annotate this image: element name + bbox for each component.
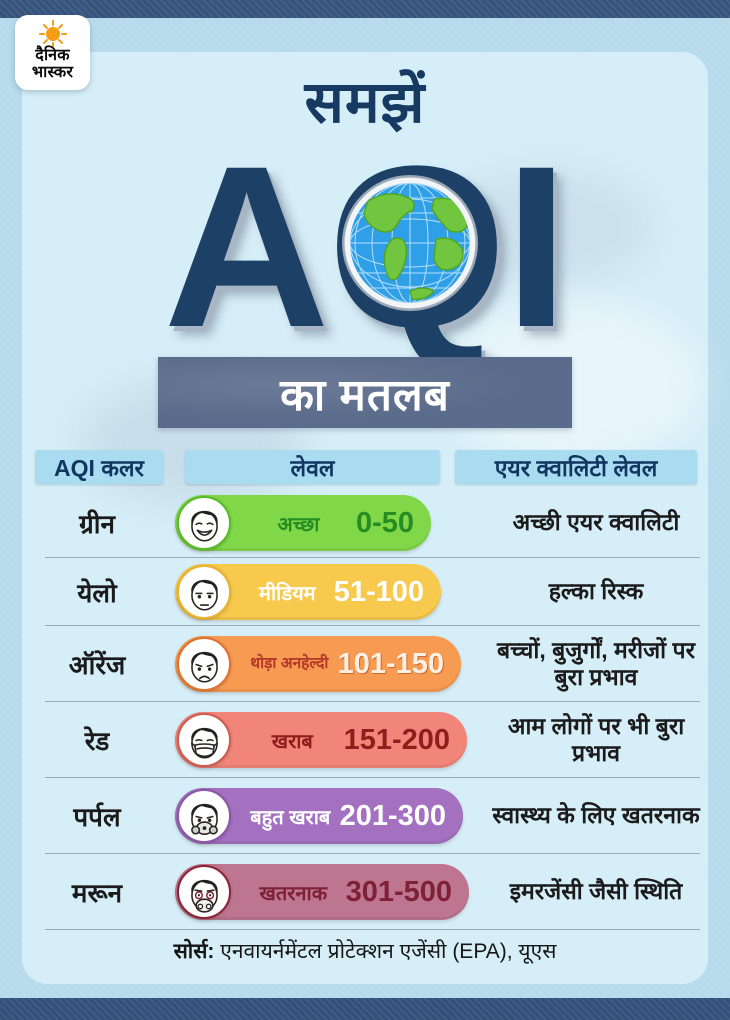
source-label: सोर्स: bbox=[173, 940, 215, 963]
level-label: खराब bbox=[271, 730, 313, 753]
respirator-face-icon bbox=[177, 789, 231, 843]
table-row: पर्पल बहुत खराब 201-300 स्वास्थ्य के लिए… bbox=[22, 778, 708, 854]
table-header: AQI कलर लेवल एयर क्वालिटी लेवल bbox=[22, 450, 708, 484]
table-row: येलो मीडियम 51-100 हल्का रिस्क bbox=[22, 558, 708, 626]
level-label: खतरनाक bbox=[259, 882, 328, 905]
impact-text: आम लोगों पर भी बुरा प्रभाव bbox=[507, 712, 685, 766]
aqi-color-name: ग्रीन bbox=[79, 509, 115, 539]
gasmask-face-icon bbox=[177, 865, 231, 919]
impact-text: हल्का रिस्क bbox=[548, 578, 644, 605]
aqi-range: 51-100 bbox=[333, 575, 424, 608]
source-text: एनवायर्नमेंटल प्रोटेक्शन एजेंसी (EPA), य… bbox=[220, 940, 557, 963]
aqi-table: ग्रीन अच्छा 0-50 अच्छी एयर क्वालिटी येलो… bbox=[22, 488, 708, 930]
aqi-range: 201-300 bbox=[339, 799, 446, 832]
impact-text: इमरजेंसी जैसी स्थिति bbox=[509, 878, 683, 905]
aqi-range: 151-200 bbox=[343, 723, 450, 756]
neutral-face-icon bbox=[177, 565, 231, 619]
header-air-quality-level: एयर क्वालिटी लेवल bbox=[455, 450, 697, 484]
aqi-color-name: मरून bbox=[71, 878, 123, 908]
aqi-level-pill: बहुत खराब 201-300 bbox=[175, 788, 463, 844]
header-level: लेवल bbox=[185, 450, 440, 484]
table-row: मरून खतरनाक 301-500 इमरजेंसी जैसी स्थिति bbox=[22, 854, 708, 930]
sad-face-icon bbox=[177, 637, 231, 691]
level-label: बहुत खराब bbox=[250, 806, 331, 829]
table-row: रेड खराब 151-200 आम लोगों पर भी बुरा प्र… bbox=[22, 702, 708, 778]
aqi-color-name: रेड bbox=[84, 726, 110, 756]
table-row: ऑरेंज थोड़ा अनहेल्दी 101-150 बच्चों, बुज… bbox=[22, 626, 708, 702]
impact-text: अच्छी एयर क्वालिटी bbox=[512, 509, 680, 536]
globe-icon bbox=[340, 173, 480, 313]
dainik-bhaskar-logo: दैनिक भास्कर bbox=[15, 15, 90, 90]
aqi-range: 301-500 bbox=[345, 875, 452, 908]
bottom-navy-strip bbox=[0, 998, 730, 1020]
page-title-sub: का मतलब bbox=[158, 357, 572, 428]
aqi-level-pill: थोड़ा अनहेल्दी 101-150 bbox=[175, 636, 461, 692]
page-title-pre: समझें bbox=[304, 70, 426, 135]
impact-text: बच्चों, बुजुर्गों, मरीजों पर बुरा प्रभाव bbox=[496, 636, 696, 690]
aqi-level-pill: मीडियम 51-100 bbox=[175, 564, 441, 620]
level-label: मीडियम bbox=[259, 582, 316, 605]
logo-text-line1: दैनिक bbox=[35, 47, 70, 64]
header-aqi-color: AQI कलर bbox=[35, 450, 163, 484]
aqi-range: 0-50 bbox=[355, 506, 414, 539]
happy-face-icon bbox=[177, 496, 231, 550]
aqi-level-pill: खराब 151-200 bbox=[175, 712, 467, 768]
source-note: सोर्स: एनवायर्नमेंटल प्रोटेक्शन एजेंसी (… bbox=[22, 937, 708, 965]
logo-text-line2: भास्कर bbox=[31, 63, 74, 81]
aqi-color-name: ऑरेंज bbox=[68, 650, 126, 680]
infographic-panel: समझें AQI bbox=[22, 52, 708, 984]
table-row: ग्रीन अच्छा 0-50 अच्छी एयर क्वालिटी bbox=[22, 488, 708, 558]
aqi-level-pill: खतरनाक 301-500 bbox=[175, 864, 469, 920]
top-navy-strip bbox=[0, 0, 730, 18]
level-label: अच्छा bbox=[277, 513, 320, 536]
level-label: थोड़ा अनहेल्दी bbox=[250, 655, 329, 673]
impact-text: स्वास्थ्य के लिए खतरनाक bbox=[492, 802, 700, 829]
mask-face-icon bbox=[177, 713, 231, 767]
aqi-color-name: पर्पल bbox=[73, 802, 121, 832]
aqi-range: 101-150 bbox=[337, 647, 444, 680]
sun-icon bbox=[38, 20, 67, 48]
aqi-color-name: येलो bbox=[77, 578, 117, 608]
aqi-level-pill: अच्छा 0-50 bbox=[175, 495, 431, 551]
